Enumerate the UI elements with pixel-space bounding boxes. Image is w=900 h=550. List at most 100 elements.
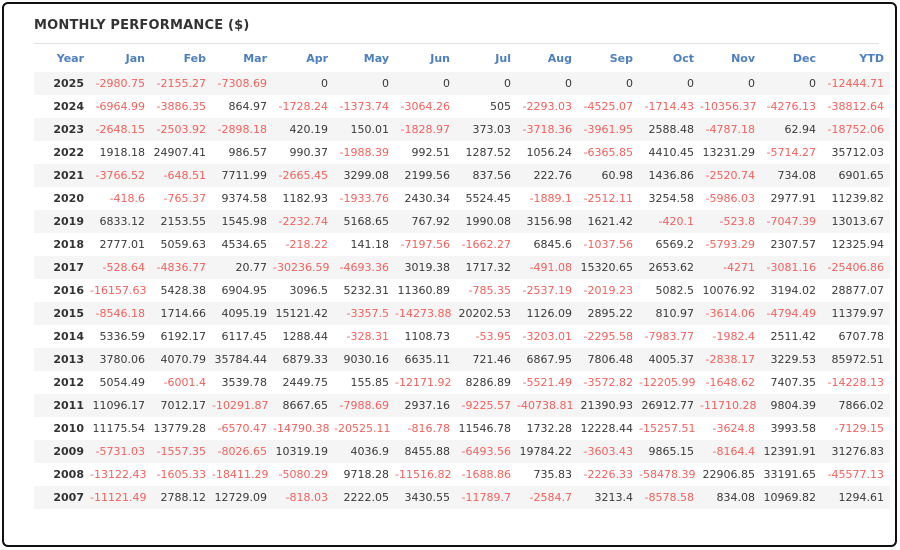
table-row: 2024 -6964.99 -3886.35 864.97 -1728.24 -1373.… [34,95,890,118]
month-value-cell: 155.85 [350,376,390,389]
month-value-cell: 1108.73 [404,330,451,343]
month-value-cell: -3064.26 [400,100,450,113]
month-value-cell: -523.8 [719,215,755,228]
month-value-cell: 12391.91 [763,445,817,458]
month-value-cell: 5336.59 [99,330,146,343]
column-header-dec: Dec [792,52,816,65]
month-value-cell: -418.6 [109,192,145,205]
month-value-cell: -10291.87 [212,399,269,412]
month-value-cell: 6867.95 [526,353,573,366]
month-value-cell: 12729.09 [214,491,268,504]
column-header-apr: Apr [306,52,328,65]
month-value-cell: -2584.7 [529,491,572,504]
table-row: 2019 6833.12 2153.55 1545.98 -2232.74 5168.65… [34,210,890,233]
month-value-cell: 5428.38 [160,284,207,297]
month-value-cell: 990.37 [289,146,329,159]
table-row: 2009 -5731.03 -1557.35 -8026.65 10319.19 4036… [34,440,890,463]
column-header-year: Year [56,52,84,65]
month-value-cell: 222.76 [533,169,573,182]
month-value-cell: -1988.39 [339,146,389,159]
table-row: 2022 1918.18 24907.41 986.57 990.37 -1988.39 9… [34,141,890,164]
month-value-cell: 420.19 [289,123,329,136]
month-value-cell: 4036.9 [350,445,390,458]
month-value-cell: 4070.79 [160,353,207,366]
month-value-cell: 10969.82 [763,491,817,504]
month-value-cell: -2537.19 [522,284,572,297]
month-value-cell: 3213.4 [594,491,634,504]
month-value-cell: 1287.52 [465,146,512,159]
month-value-cell: -3766.52 [95,169,145,182]
month-value-cell: 6845.6 [533,238,573,251]
month-value-cell: -2648.15 [95,123,145,136]
month-value-cell: -2155.27 [156,77,206,90]
month-value-cell: -5731.03 [95,445,145,458]
month-value-cell: 734.08 [777,169,817,182]
month-value-cell: 1182.93 [282,192,329,205]
year-cell: 2016 [53,284,84,297]
month-value-cell: 0 [687,77,694,90]
year-cell: 2025 [53,77,84,90]
month-value-cell: -4836.77 [156,261,206,274]
month-value-cell: -6365.85 [583,146,633,159]
month-value-cell: 26912.77 [641,399,695,412]
month-value-cell: 0 [382,77,389,90]
month-value-cell: -2520.74 [705,169,755,182]
year-cell: 2009 [53,445,84,458]
month-value-cell: 3539.78 [221,376,268,389]
month-value-cell: 22906.85 [702,468,756,481]
month-value-cell: -5521.49 [522,376,572,389]
ytd-value-cell: 28877.07 [831,284,885,297]
table-row: 2025 -2980.75 -2155.27 -7308.69 0 0 0 0 0 0 0 0 0 -12… [34,72,890,95]
month-value-cell: -816.78 [407,422,450,435]
year-cell: 2017 [53,261,84,274]
month-value-cell: 0 [626,77,633,90]
month-value-cell: 1918.18 [99,146,146,159]
table-row: 2023 -2648.15 -2503.92 -2898.18 420.19 150.01… [34,118,890,141]
month-value-cell: -3886.35 [156,100,206,113]
month-value-cell: -6570.47 [217,422,267,435]
month-value-cell: 1990.08 [465,215,512,228]
month-value-cell: 2430.34 [404,192,451,205]
year-cell: 2007 [53,491,84,504]
month-value-cell: 986.57 [228,146,268,159]
ytd-value-cell: 12325.94 [831,238,885,251]
month-value-cell: 60.98 [601,169,634,182]
month-value-cell: 8667.65 [282,399,329,412]
month-value-cell: -1662.27 [461,238,511,251]
month-value-cell: 62.94 [784,123,817,136]
column-header-jul: Jul [495,52,511,65]
month-value-cell: 20202.53 [458,307,512,320]
month-value-cell: 1126.09 [526,307,573,320]
column-header-may: May [363,52,389,65]
month-value-cell: -8164.4 [712,445,755,458]
table-row: 2010 11175.54 13779.28 -6570.47 -14790.38 -20… [34,417,890,440]
month-value-cell: 1732.28 [526,422,573,435]
month-value-cell: 11175.54 [92,422,146,435]
month-value-cell: -4787.18 [705,123,755,136]
year-cell: 2008 [53,468,84,481]
month-value-cell: -648.51 [163,169,206,182]
month-value-cell: -818.03 [285,491,328,504]
month-value-cell: 8455.88 [404,445,451,458]
month-value-cell: 3096.5 [289,284,329,297]
column-header-nov: Nov [731,52,755,65]
month-value-cell: 0 [809,77,816,90]
month-value-cell: -2503.92 [156,123,206,136]
ytd-value-cell: 11379.97 [831,307,885,320]
month-value-cell: -1373.74 [339,100,389,113]
month-value-cell: 3299.08 [343,169,390,182]
ytd-value-cell: 85972.51 [831,353,885,366]
year-cell: 2010 [53,422,84,435]
month-value-cell: -4276.13 [766,100,816,113]
ytd-value-cell: -14228.13 [827,376,884,389]
table-row: 2015 -8546.18 1714.66 4095.19 15121.42 -3357.… [34,302,890,325]
month-value-cell: 3229.53 [770,353,817,366]
month-value-cell: 1056.24 [526,146,573,159]
month-value-cell: 721.46 [472,353,512,366]
month-value-cell: 1436.86 [648,169,695,182]
table-row: 2014 5336.59 6192.17 6117.45 1288.44 -328.31 1… [34,325,890,348]
page-title: MONTHLY PERFORMANCE ($) [34,18,250,33]
month-value-cell: 5059.63 [160,238,207,251]
year-cell: 2018 [53,238,84,251]
month-value-cell: -2232.74 [278,215,328,228]
